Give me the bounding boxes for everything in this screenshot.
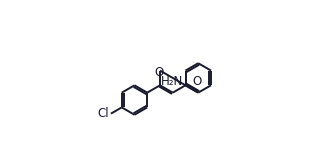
Text: Cl: Cl [98,107,109,120]
Text: O: O [154,66,163,79]
Text: O: O [192,75,202,88]
Text: H₂N: H₂N [161,75,183,88]
